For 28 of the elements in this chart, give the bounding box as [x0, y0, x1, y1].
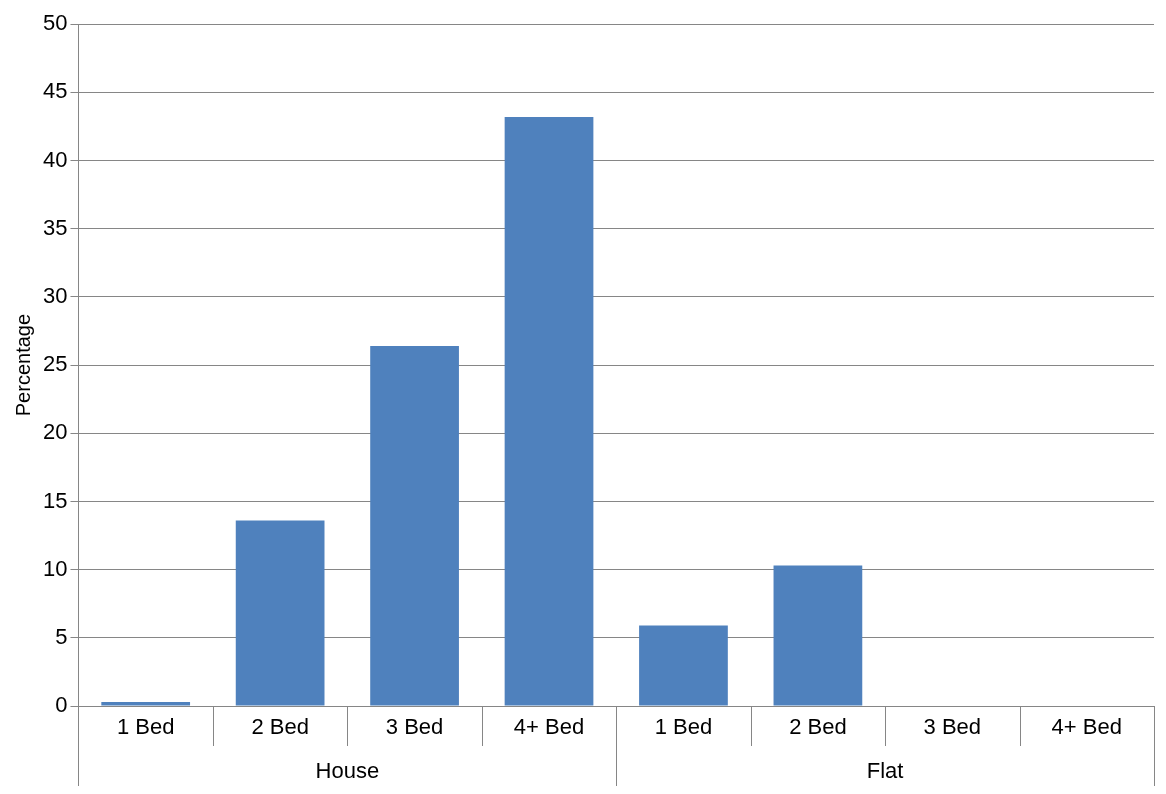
- y-tick-label: 25: [42, 351, 68, 377]
- y-tick-label: 35: [42, 214, 68, 240]
- bar: [370, 346, 459, 706]
- y-tick-label: 5: [55, 623, 68, 649]
- x-tick-label: 3 Bed: [385, 714, 444, 740]
- x-tick-label: 1 Bed: [654, 714, 713, 740]
- y-tick-label: 45: [42, 78, 68, 104]
- bar: [235, 520, 325, 706]
- text: House: [315, 758, 380, 784]
- y-tick-label: 30: [42, 282, 68, 308]
- bar: [773, 565, 863, 706]
- x-tick-label: 1 Bed: [116, 714, 175, 740]
- y-tick-label: 20: [42, 419, 68, 445]
- x-tick-label: 2 Bed: [251, 714, 309, 740]
- y-axis-title: Percentage: [11, 313, 34, 417]
- text: Flat: [866, 758, 904, 784]
- y-tick-label: 10: [42, 555, 68, 581]
- y-tick-label: 15: [42, 487, 68, 513]
- bar: [639, 625, 728, 706]
- bar: [101, 701, 191, 706]
- bar: [504, 116, 594, 706]
- x-tick-label: 3 Bed: [923, 714, 982, 740]
- x-tick-label: 4+ Bed: [1051, 714, 1122, 740]
- y-tick-label: 40: [42, 146, 68, 172]
- x-tick-label: 2 Bed: [789, 714, 847, 740]
- x-tick-label: 4+ Bed: [513, 714, 585, 740]
- y-tick-label: 50: [42, 10, 68, 36]
- y-tick-label: 0: [55, 692, 68, 718]
